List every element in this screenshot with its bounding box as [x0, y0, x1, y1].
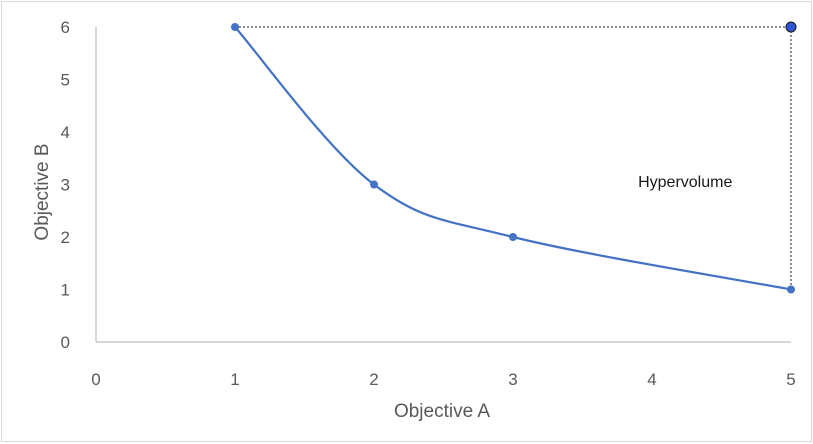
hypervolume-label: Hypervolume	[638, 174, 732, 191]
y-tick-label: 6	[61, 18, 70, 37]
x-tick-label: 1	[230, 370, 239, 389]
y-tick-label: 2	[61, 228, 70, 247]
y-tick-label: 4	[61, 123, 70, 142]
x-tick-label: 3	[508, 370, 517, 389]
y-axis-title: Objective B	[32, 143, 53, 240]
data-point	[231, 23, 239, 31]
annotations: Hypervolume	[638, 174, 732, 191]
x-tick-label: 0	[91, 370, 100, 389]
y-tick-label: 0	[61, 333, 70, 352]
y-tick-label: 1	[61, 281, 70, 300]
reference-point	[785, 21, 797, 33]
series	[231, 21, 797, 294]
y-tick-label: 5	[61, 71, 70, 90]
y-tick-label: 3	[61, 176, 70, 195]
data-point	[370, 180, 378, 189]
x-tick-label: 5	[786, 370, 795, 389]
axes	[95, 27, 791, 343]
x-tick-label: 4	[647, 370, 656, 389]
x-axis-title: Objective A	[394, 401, 490, 422]
data-point	[509, 233, 517, 241]
tick-labels: 0 1 2 3 4 5 0 1 2 3 4 5 6	[61, 18, 796, 389]
data-point	[787, 285, 795, 294]
hypervolume-box	[235, 26, 792, 290]
x-tick-label: 2	[369, 370, 378, 389]
pareto-front-line	[234, 26, 792, 291]
